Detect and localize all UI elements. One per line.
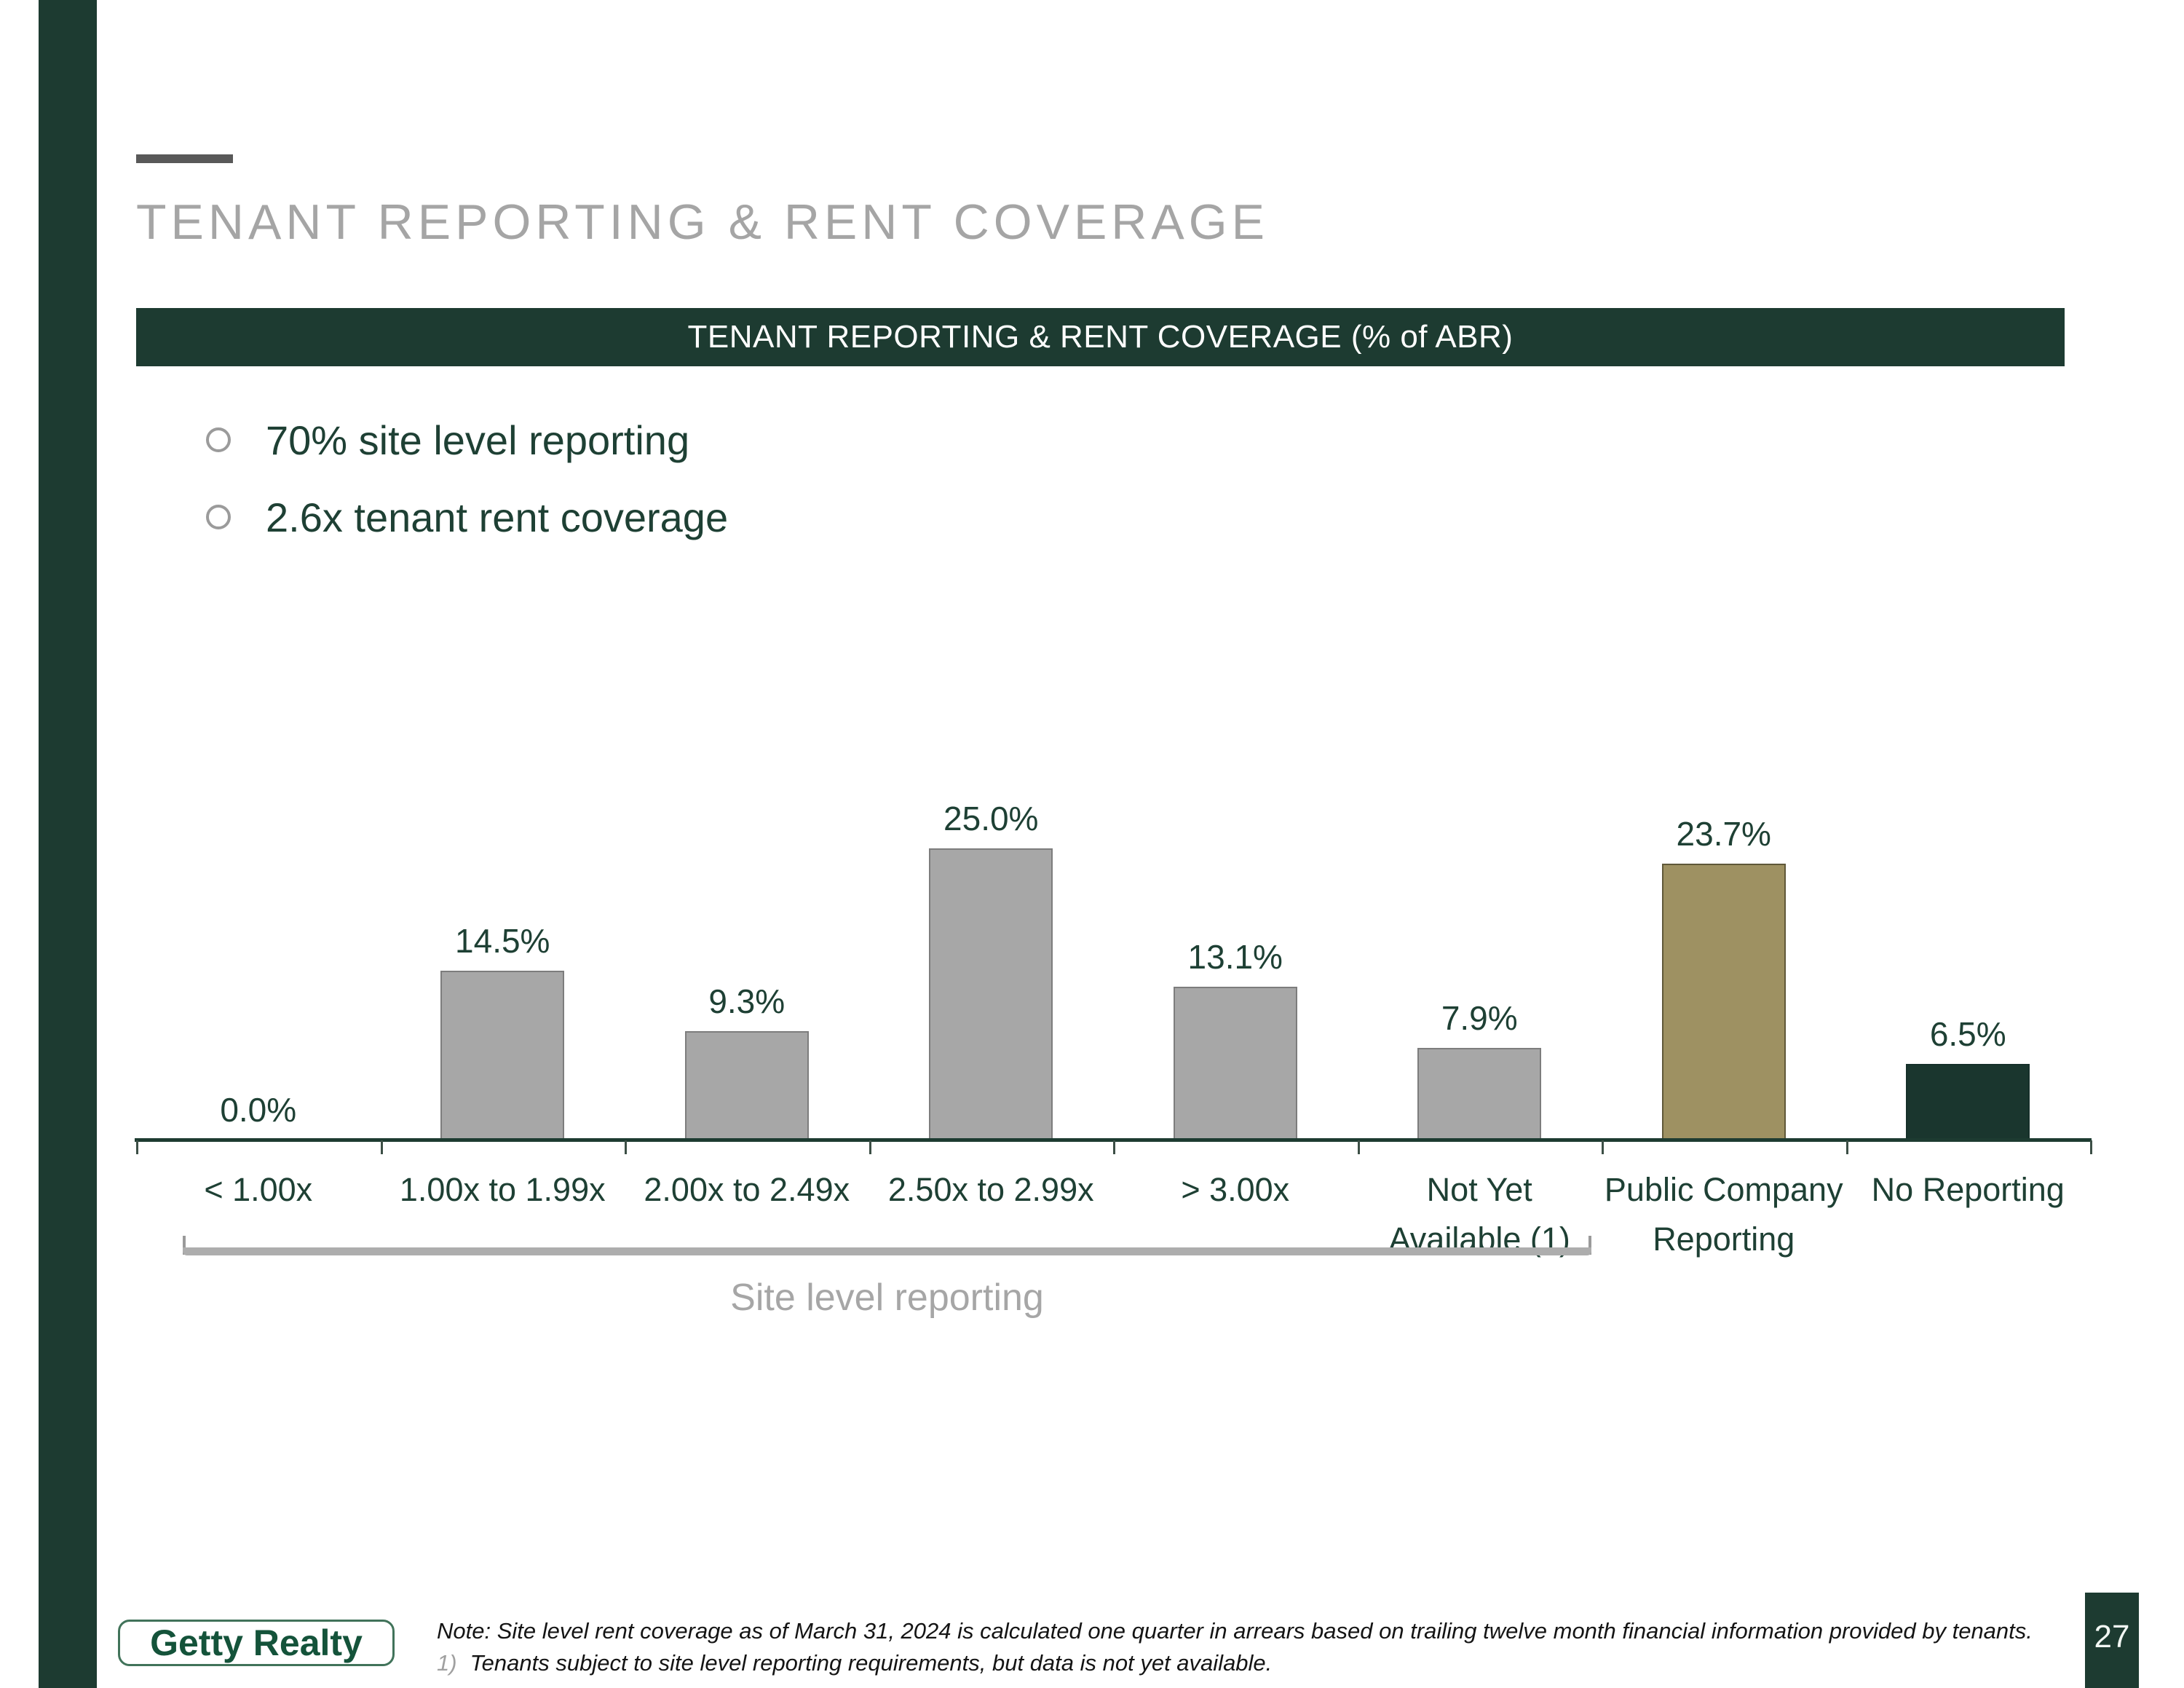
bar-chart-plot-area: 0.0% 14.5% 9.3% 25.0% 13.1% 7.9% 23.7% 6.5%: [136, 776, 2090, 1140]
category-label: 1.00x to 1.99x: [399, 1171, 606, 1208]
bracket-shadow-bar: [183, 1247, 1591, 1255]
category-label: Public Company Reporting: [1604, 1171, 1843, 1258]
chart-bar: [440, 971, 565, 1140]
bracket-label: Site level reporting: [730, 1277, 1044, 1319]
axis-tick: [1602, 1140, 1604, 1154]
axis-tick: [625, 1140, 627, 1154]
page-number: 27: [2094, 1619, 2130, 1655]
chart-bar: [1417, 1048, 1542, 1140]
title-accent-line: [136, 154, 233, 163]
footer-note: Note: Site level rent coverage as of Mar…: [437, 1618, 2033, 1644]
bullet-item-tenant-rent-coverage: 2.6x tenant rent coverage: [206, 494, 728, 540]
bullet-text: 2.6x tenant rent coverage: [266, 494, 729, 540]
getty-realty-logo: Getty Realty: [118, 1620, 395, 1666]
bar-value-label: 6.5%: [1929, 1015, 2006, 1053]
bar-value-label: 25.0%: [943, 800, 1039, 837]
category-label: < 1.00x: [204, 1171, 313, 1208]
footnote-text: Tenants subject to site level reporting …: [470, 1650, 1273, 1676]
category-label: > 3.00x: [1181, 1171, 1290, 1208]
bullet-circle-icon: [206, 427, 231, 452]
footnote-marker: 1): [437, 1650, 457, 1676]
bullet-item-site-level-reporting: 70% site level reporting: [206, 417, 689, 463]
axis-tick: [1113, 1140, 1115, 1154]
bar-value-label: 14.5%: [455, 922, 550, 960]
bullet-circle-icon: [206, 505, 231, 529]
category-label: No Reporting: [1871, 1171, 2065, 1208]
bar-value-label: 0.0%: [220, 1091, 297, 1129]
x-axis-line: [135, 1138, 2092, 1142]
bar-value-label: 7.9%: [1441, 999, 1518, 1037]
logo-text: Getty Realty: [150, 1622, 363, 1663]
section-header-bar: TENANT REPORTING & RENT COVERAGE (% of A…: [136, 308, 2065, 366]
bar-value-label: 9.3%: [708, 982, 786, 1020]
axis-tick: [1845, 1140, 1848, 1154]
section-header-label: TENANT REPORTING & RENT COVERAGE (% of A…: [687, 319, 1514, 355]
axis-tick: [869, 1140, 871, 1154]
x-axis-category-labels: < 1.00x 1.00x to 1.99x 2.00x to 2.49x 2.50x…: [136, 1165, 2090, 1267]
bar-value-label: 13.1%: [1187, 938, 1283, 976]
category-label: 2.50x to 2.99x: [887, 1171, 1094, 1208]
chart-bar: [1173, 987, 1297, 1140]
bullet-text: 70% site level reporting: [266, 417, 690, 463]
axis-tick: [380, 1140, 383, 1154]
page-title: TENANT REPORTING & RENT COVERAGE: [136, 194, 1270, 250]
axis-tick: [136, 1140, 138, 1154]
chart-bar: [1661, 864, 1786, 1140]
chart-bar: [1906, 1064, 2030, 1140]
page-number-badge: 27: [2085, 1593, 2139, 1688]
chart-bar: [684, 1031, 809, 1140]
axis-tick: [2090, 1140, 2092, 1154]
site-level-reporting-bracket: [183, 1236, 1591, 1255]
axis-tick: [1357, 1140, 1360, 1154]
left-edge-band: [39, 0, 97, 1688]
bar-value-label: 23.7%: [1676, 815, 1771, 853]
category-label: 2.00x to 2.49x: [644, 1171, 850, 1208]
chart-bar: [929, 848, 1053, 1140]
footer-footnote: 1) Tenants subject to site level reportin…: [437, 1650, 1272, 1676]
